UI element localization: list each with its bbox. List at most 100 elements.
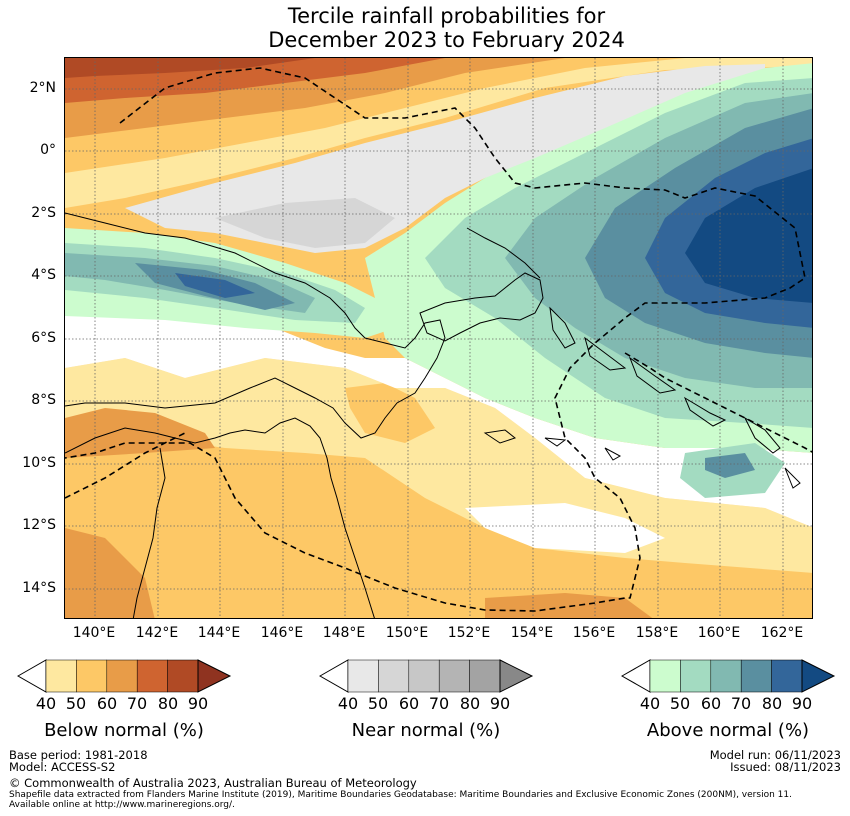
lon-tick-150e: 150°E	[385, 625, 429, 641]
colorbar-near-tick-60: 60	[398, 694, 420, 713]
lon-tick-146e: 146°E	[260, 625, 304, 641]
colorbar-near-swatch-40	[347, 659, 379, 693]
lon-tick-162e: 162°E	[760, 625, 804, 641]
lat-tick-10s: 10°S	[22, 455, 56, 471]
coastline-solomons-2	[628, 356, 677, 394]
colorbar-near-tick-40: 40	[337, 694, 359, 713]
lon-tick-154e: 154°E	[510, 625, 554, 641]
lat-tick-12s: 12°S	[22, 517, 56, 533]
probability-map[interactable]	[64, 57, 813, 619]
colorbar-above-svg	[620, 659, 836, 693]
lat-tick-6s: 6°S	[31, 330, 56, 346]
region-white-band	[65, 303, 812, 528]
colorbar-below-svg	[16, 659, 232, 693]
title-line-2: December 2023 to February 2024	[268, 28, 625, 52]
colorbar-near: 40 50 60 70 80 90 Near normal (%)	[318, 659, 534, 741]
coastline-bougainville	[549, 306, 576, 349]
region-near-50	[215, 198, 395, 248]
colorbar-above-swatch-70	[740, 659, 772, 693]
lon-tick-160e: 160°E	[697, 625, 741, 641]
colorbar-near-title: Near normal (%)	[351, 720, 501, 741]
colorbar-below: 40 50 60 70 80 90 Below normal (%)	[16, 659, 232, 741]
colorbar-above-swatch-40	[649, 659, 681, 693]
colorbar-above: 40 50 60 70 80 90 Above normal (%)	[620, 659, 836, 741]
coastline-solomons-1	[584, 336, 627, 371]
colorbar-near-arrow-high	[499, 659, 534, 693]
colorbar-near-svg	[318, 659, 534, 693]
coastline-vanuatu	[743, 416, 801, 489]
region-below-50-png-south	[345, 383, 435, 443]
colorbar-above-tick-40: 40	[639, 694, 661, 713]
colorbar-below-swatch-40	[45, 659, 77, 693]
colorbar-above-arrow-low	[620, 659, 651, 693]
region-below-60-southwest	[65, 528, 155, 618]
map-svg	[65, 58, 812, 618]
colorbar-below-arrow-high	[197, 659, 232, 693]
lon-tick-156e: 156°E	[572, 625, 616, 641]
coastline-cape-york	[132, 447, 166, 618]
lon-tick-148e: 148°E	[322, 625, 366, 641]
coastline-new-guinea	[65, 212, 446, 439]
footer-base-period: Base period: 1981-2018	[9, 748, 148, 762]
eez-australia	[65, 432, 186, 499]
colorbar-above-arrow-high	[801, 659, 836, 693]
coastline-solomons-3	[683, 396, 727, 427]
colorbar-near-arrow-low	[318, 659, 349, 693]
region-above-80-west	[175, 273, 255, 298]
colorbar-above-tick-50: 50	[669, 694, 691, 713]
footer-available-online: Available online at http://www.marinereg…	[9, 800, 235, 810]
colorbar-above-title: Above normal (%)	[646, 720, 810, 741]
region-above-90-east	[685, 168, 812, 303]
region-below-60-west	[65, 408, 215, 458]
colorbar-above-tick-70: 70	[730, 694, 752, 713]
colorbar-above-tick-90: 90	[791, 694, 813, 713]
colorbar-below-swatch-60	[106, 659, 138, 693]
eez-solomons	[624, 352, 812, 453]
colorbar-below-tick-90: 90	[187, 694, 209, 713]
footer-model-run: Model run: 06/11/2023	[709, 748, 841, 762]
colorbar-near-swatch-60	[408, 659, 440, 693]
colorbar-below-title: Below normal (%)	[44, 720, 204, 741]
footer-issued: Issued: 08/11/2023	[730, 760, 841, 774]
colorbar-below-swatch-70	[136, 659, 168, 693]
lat-tick-14s: 14°S	[22, 580, 56, 596]
colorbar-below-swatch-80	[167, 659, 199, 693]
colorbar-above-swatch-80	[771, 659, 803, 693]
colorbar-near-tick-90: 90	[489, 694, 511, 713]
region-below-80-north	[65, 58, 315, 78]
colorbar-below-tick-80: 80	[157, 694, 179, 713]
lat-tick-4s: 4°S	[31, 267, 56, 283]
colorbar-above-tick-80: 80	[761, 694, 783, 713]
lat-tick-2s: 2°S	[31, 205, 56, 221]
colorbar-near-swatch-70	[438, 659, 470, 693]
map-title: Tercile rainfall probabilities for Decem…	[0, 4, 850, 52]
colorbar-below-tick-60: 60	[96, 694, 118, 713]
lat-tick-0: 0°	[40, 142, 56, 158]
lat-tick-2n: 2°N	[29, 80, 56, 96]
lon-tick-144e: 144°E	[197, 625, 241, 641]
lon-tick-140e: 140°E	[72, 625, 116, 641]
colorbar-below-tick-40: 40	[35, 694, 57, 713]
coastline-australia	[65, 417, 375, 618]
region-white-south	[465, 503, 665, 553]
region-below-50-south	[65, 438, 812, 618]
title-line-1: Tercile rainfall probabilities for	[287, 4, 606, 28]
colorbar-below-tick-70: 70	[126, 694, 148, 713]
colorbar-below-swatch-50	[76, 659, 108, 693]
coastline-new-britain	[419, 272, 544, 342]
eez-boundaries	[65, 67, 812, 612]
colorbar-above-tick-60: 60	[700, 694, 722, 713]
coastline-new-ireland	[466, 227, 541, 279]
colorbar-near-tick-70: 70	[428, 694, 450, 713]
footer-model: Model: ACCESS-S2	[9, 760, 116, 774]
footer-shapefile-credit: Shapefile data extracted from Flanders M…	[9, 790, 792, 800]
colorbar-near-tick-80: 80	[459, 694, 481, 713]
coastlines	[65, 212, 801, 618]
lon-tick-142e: 142°E	[135, 625, 179, 641]
colorbar-above-swatch-60	[710, 659, 742, 693]
region-below-60-southeast	[485, 593, 653, 618]
region-above-southeast-inner	[705, 453, 755, 478]
colorbar-above-swatch-50	[680, 659, 712, 693]
colorbar-below-tick-50: 50	[65, 694, 87, 713]
lon-tick-158e: 158°E	[635, 625, 679, 641]
